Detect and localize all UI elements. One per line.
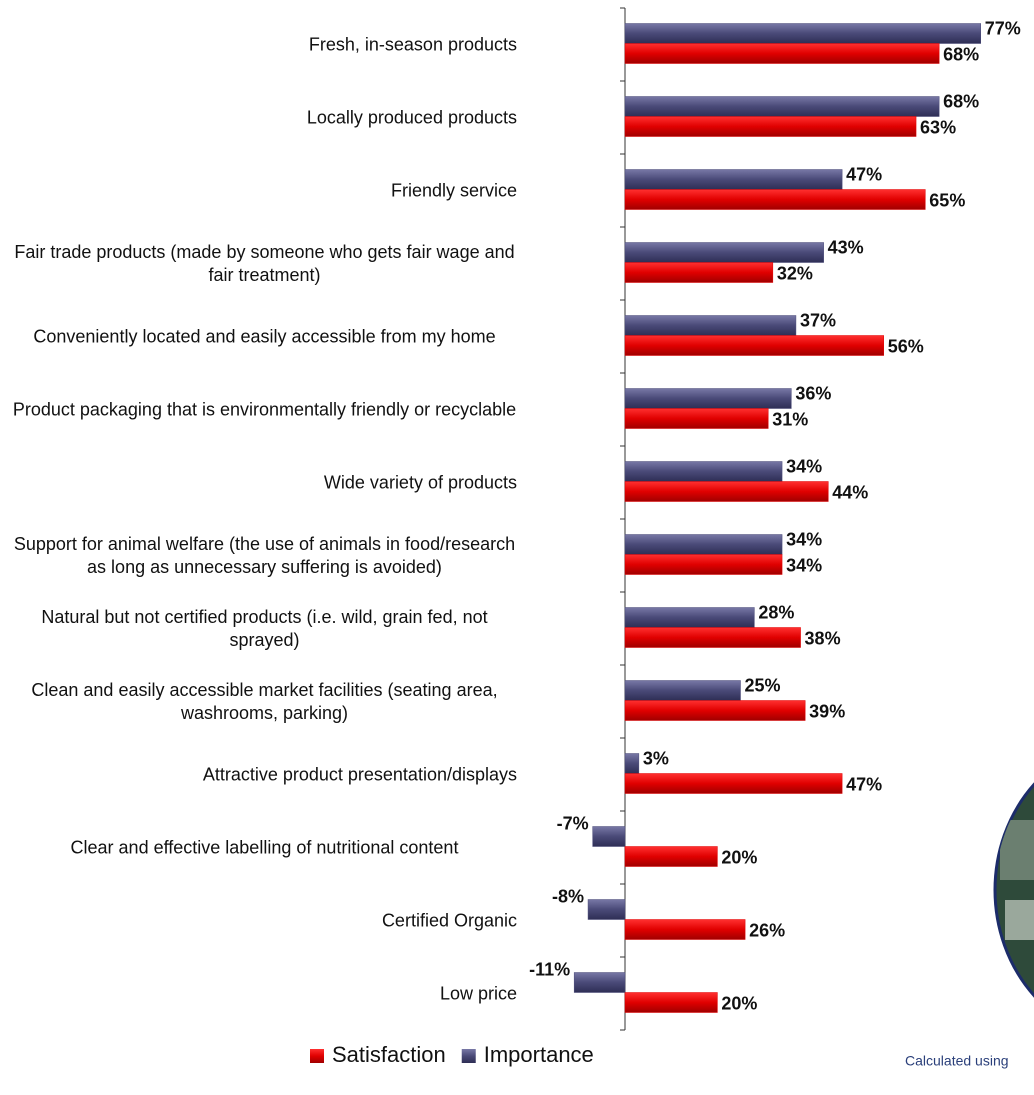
category-label: Low price: [439, 983, 517, 1003]
category-label: Natural but not certified products (i.e.…: [41, 606, 488, 650]
value-label: 31%: [772, 409, 808, 429]
value-label: 68%: [943, 91, 979, 111]
value-label: 20%: [721, 993, 757, 1013]
category-label: Certified Organic: [381, 910, 517, 930]
value-label: -7%: [557, 813, 589, 833]
category-label: Wide variety of products: [323, 472, 517, 492]
bar: [624, 481, 829, 502]
bar: [587, 899, 626, 920]
bar: [624, 753, 640, 774]
bar: [624, 116, 917, 137]
value-label: -11%: [529, 959, 570, 979]
category-label: Attractive product presentation/displays: [202, 764, 517, 784]
bar: [624, 96, 940, 117]
bar: [624, 242, 824, 263]
bar: [624, 627, 801, 648]
bar: [624, 919, 746, 940]
value-label: 63%: [920, 117, 956, 137]
category-label: Conveniently located and easily accessib…: [33, 326, 496, 346]
value-label: 25%: [745, 675, 781, 695]
bar: [624, 335, 884, 356]
bar: [624, 773, 843, 794]
value-label: 34%: [786, 555, 822, 575]
value-label: 77%: [985, 18, 1021, 38]
bar: [624, 534, 783, 555]
value-label: 36%: [795, 383, 831, 403]
bar: [624, 700, 806, 721]
bar: [624, 262, 774, 283]
value-label: 43%: [828, 237, 864, 257]
legend-label: Satisfaction: [332, 1042, 446, 1067]
value-label: 3%: [643, 748, 669, 768]
bar: [624, 408, 769, 429]
bar: [624, 461, 783, 482]
value-label: 26%: [749, 920, 785, 940]
bar: [624, 189, 926, 210]
bar: [624, 43, 940, 64]
bar: [624, 992, 718, 1013]
category-label: Clear and effective labelling of nutriti…: [70, 837, 459, 857]
bar: [624, 315, 797, 336]
value-label: 34%: [786, 456, 822, 476]
value-label: 28%: [758, 602, 794, 622]
bar: [624, 169, 843, 190]
photo-inset: [993, 782, 1034, 998]
category-label: Locally produced products: [306, 107, 517, 127]
bar: [624, 388, 792, 409]
value-label: 38%: [805, 628, 841, 648]
value-label: 47%: [846, 774, 882, 794]
bar: [624, 680, 741, 701]
footnote: Calculated using: [905, 1053, 1009, 1069]
category-label: Clean and easily accessible market facil…: [31, 679, 498, 723]
value-label: 37%: [800, 310, 836, 330]
legend-swatch: [461, 1049, 476, 1063]
value-label: 34%: [786, 529, 822, 549]
value-label: 65%: [929, 190, 965, 210]
category-label: Support for animal welfare (the use of a…: [13, 533, 516, 577]
bar: [624, 554, 783, 575]
legend-label: Importance: [484, 1042, 594, 1067]
category-label: Friendly service: [390, 180, 517, 200]
category-label: Fresh, in-season products: [308, 34, 517, 54]
category-label: Product packaging that is environmentall…: [12, 399, 517, 419]
value-label: 68%: [943, 44, 979, 64]
value-label: 56%: [888, 336, 924, 356]
category-label: Fair trade products (made by someone who…: [14, 241, 515, 285]
legend-swatch: [310, 1049, 324, 1063]
bar: [624, 846, 718, 867]
value-label: 20%: [721, 847, 757, 867]
bar: [624, 607, 755, 628]
value-label: -8%: [552, 886, 584, 906]
value-label: 32%: [777, 263, 813, 283]
value-label: 47%: [846, 164, 882, 184]
bar: [592, 826, 626, 847]
value-label: 44%: [832, 482, 868, 502]
bar: [573, 972, 626, 993]
value-label: 39%: [809, 701, 845, 721]
bar: [624, 23, 981, 44]
